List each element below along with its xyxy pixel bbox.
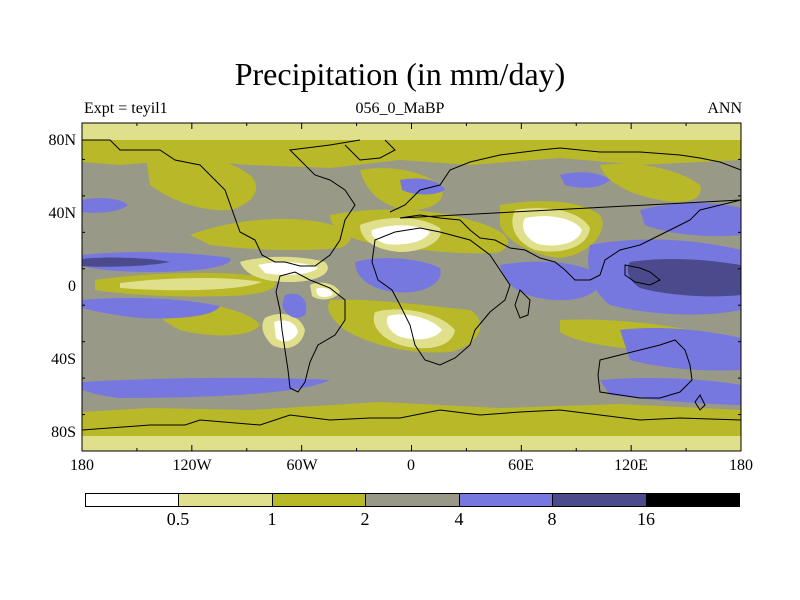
lon-label-120w: 120W [172, 457, 212, 474]
colorbar-label-1: 1 [267, 509, 277, 529]
dry-core-equatorial [120, 277, 262, 291]
colorbar-bin-3 [365, 494, 459, 506]
colorbar-bin-2 [271, 494, 366, 506]
wet-itcz-pacific-west-dark [82, 257, 170, 267]
dry-core-south-america-white [274, 320, 298, 342]
longitude-ticks [81, 123, 742, 451]
lon-label-180e: 180 [729, 457, 753, 474]
season-label: ANN [707, 100, 742, 117]
colorbar-label-16: 16 [637, 509, 655, 529]
colorbar-bin-6 [645, 494, 739, 506]
lon-label-60w: 60W [286, 457, 318, 474]
colorbar-bin-0 [86, 494, 179, 506]
dry-core-patch-white [316, 287, 333, 297]
lon-label-120e: 120E [614, 457, 648, 474]
wet-amazon [282, 293, 307, 318]
map-field [82, 123, 741, 451]
north-america-low [145, 150, 257, 211]
lon-label-0: 0 [407, 457, 415, 474]
coast-australia [597, 339, 693, 399]
experiment-label: Expt = teyil1 [84, 100, 168, 117]
wet-southern-ocean [82, 377, 330, 398]
wet-south-indian [620, 327, 741, 371]
europe-low [360, 168, 443, 211]
coast-greenland [344, 139, 396, 161]
colorbar-label-0-5: 0.5 [166, 509, 190, 529]
lat-label-80n: 80N [48, 132, 76, 149]
colorbar-bin-1 [178, 494, 272, 506]
dry-core-south-africa-white [386, 314, 442, 340]
coast-antarctica [82, 409, 741, 431]
colorbar-bin-4 [458, 494, 553, 506]
coast-new-zealand [694, 394, 706, 411]
lat-label-80s: 80S [51, 424, 76, 441]
lat-label-eq: 0 [68, 278, 76, 295]
time-label: 056_0_MaBP [355, 100, 445, 117]
wet-siberia [560, 172, 610, 188]
wet-maritime-continent-dark [627, 258, 741, 297]
dry-core-north-africa-white [371, 225, 430, 245]
coast-indonesia [624, 264, 661, 286]
antarctic-band-very-low [82, 436, 741, 451]
wet-indian-ocean [500, 261, 601, 301]
lat-label-40n: 40N [48, 205, 76, 222]
lon-label-60e: 60E [508, 457, 534, 474]
coast-europe-africa [371, 227, 511, 366]
colorbar-label-8: 8 [547, 509, 557, 529]
colorbar-bin-5 [552, 494, 646, 506]
colorbar [85, 493, 740, 507]
coast-north-america [82, 139, 361, 267]
dry-core-central-america-white [258, 262, 318, 276]
coastlines [82, 139, 741, 431]
wet-north-pacific-west [82, 197, 128, 213]
east-asia-low [600, 163, 701, 202]
lon-label-180w: 180 [70, 457, 94, 474]
lat-label-40s: 40S [51, 351, 76, 368]
coast-south-america [275, 271, 346, 393]
colorbar-label-2: 2 [360, 509, 370, 529]
wet-north-atlantic [400, 178, 445, 195]
subtropic-north-dry-pacific [190, 218, 351, 251]
colorbar-label-4: 4 [454, 509, 464, 529]
coast-eurasia [389, 147, 741, 281]
arctic-band-very-low [82, 123, 741, 145]
dry-core-asia-white [523, 216, 582, 246]
coast-madagascar [514, 289, 531, 319]
arctic-band-low [82, 140, 741, 168]
wet-south-pacific [82, 298, 220, 319]
wet-southern-ocean-east [600, 377, 741, 405]
plot-title: Precipitation (in mm/day) [234, 56, 566, 92]
wet-west-africa [355, 258, 441, 293]
